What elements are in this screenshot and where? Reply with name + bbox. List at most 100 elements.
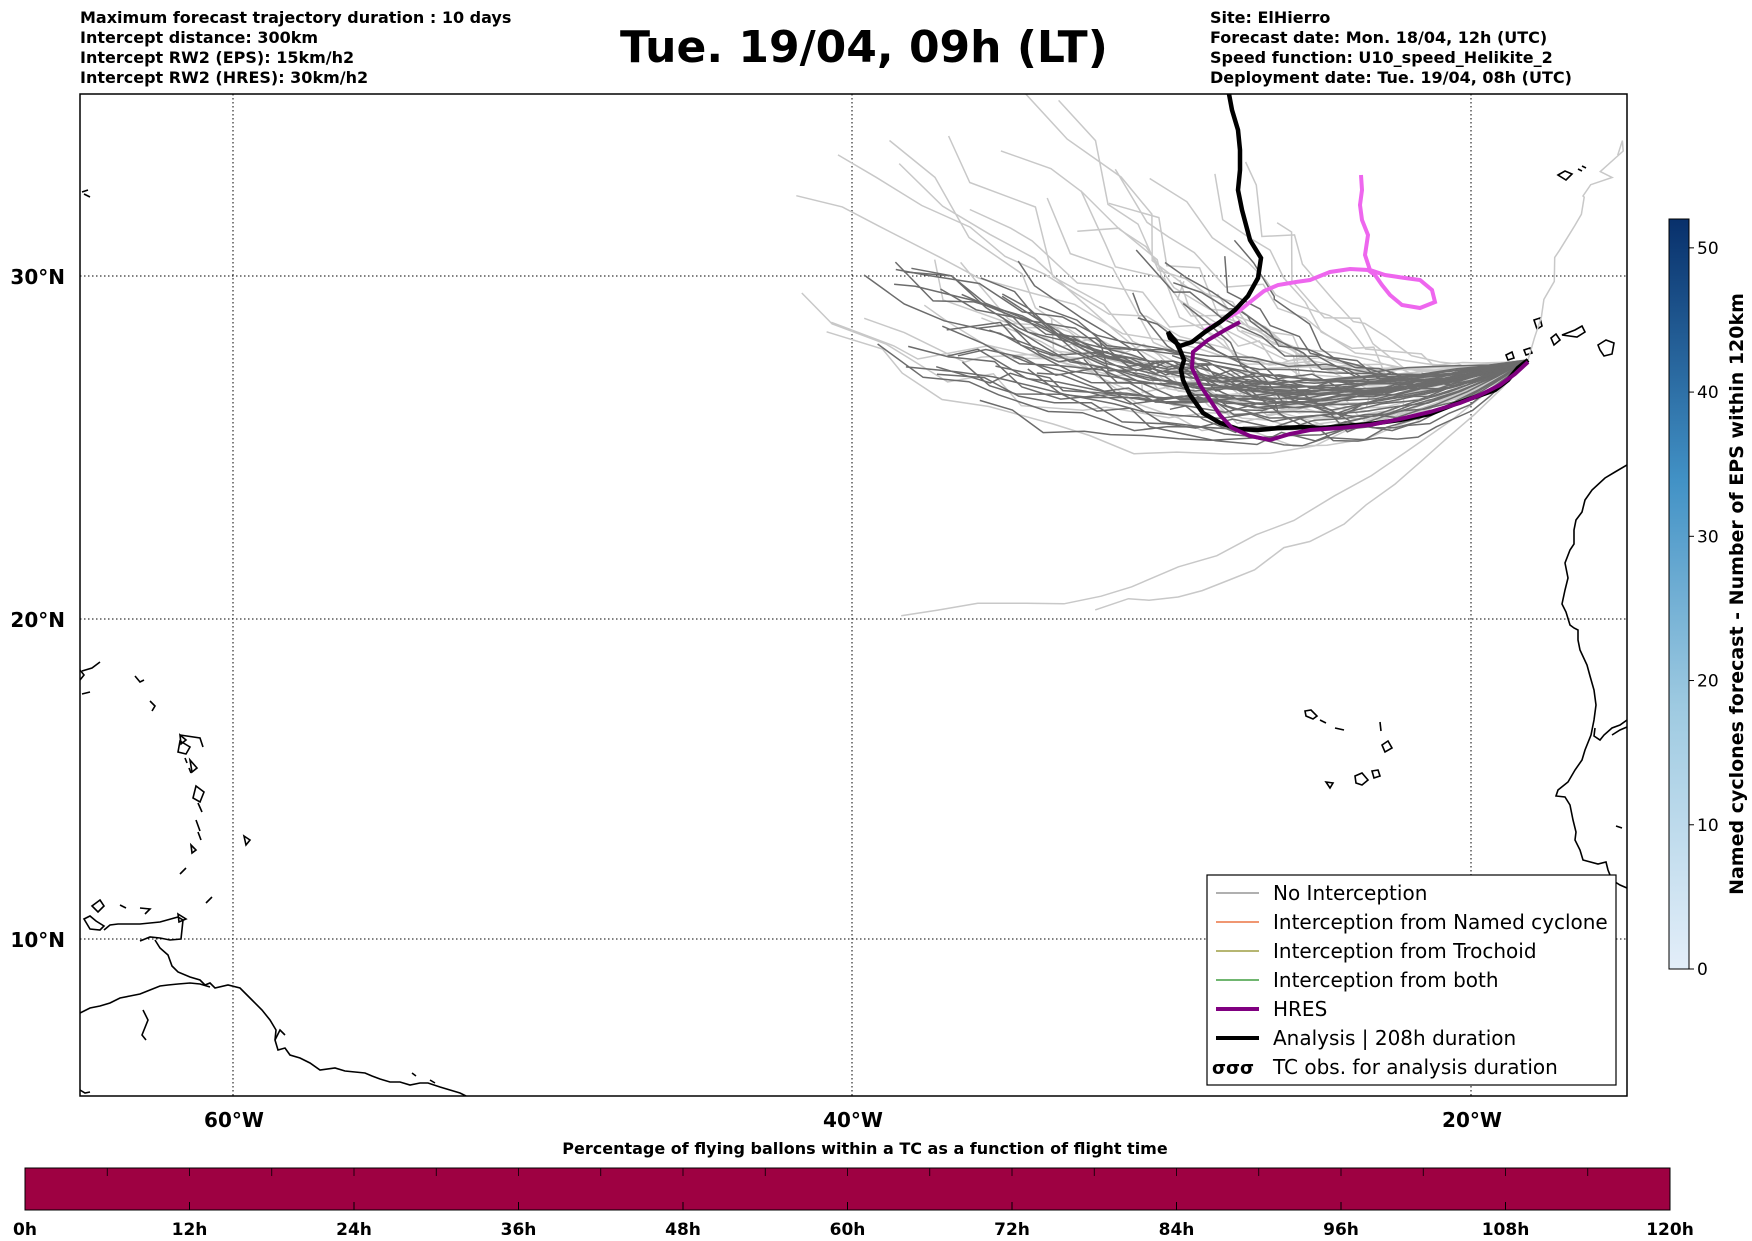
island bbox=[1581, 165, 1587, 169]
island bbox=[195, 819, 201, 832]
lat-label-30n: 30°N bbox=[10, 265, 65, 289]
legend-label: Interception from both bbox=[1273, 968, 1499, 992]
lon-label-20w: 20°W bbox=[1442, 1108, 1502, 1132]
island bbox=[189, 842, 198, 855]
eps-track bbox=[1002, 317, 1529, 392]
island bbox=[1379, 721, 1382, 732]
eps-track bbox=[1098, 339, 1529, 392]
colorbar-gradient bbox=[1668, 218, 1690, 970]
lat-label-20n: 20°N bbox=[10, 608, 65, 632]
africa-coast-fragment bbox=[1593, 719, 1627, 742]
lon-label-60w: 60°W bbox=[204, 1108, 264, 1132]
eps-track bbox=[1027, 359, 1529, 446]
cyclone-colorbar: 0 10 20 30 40 50 Named cyclones forecast - Nu… bbox=[1668, 218, 1748, 980]
island bbox=[178, 733, 188, 746]
africa-coast-fragment bbox=[1611, 726, 1627, 736]
bottom-tick-label: 120h bbox=[1646, 1220, 1694, 1240]
longitude-labels: 60°W 40°W 20°W bbox=[204, 1108, 1502, 1132]
island bbox=[1504, 350, 1516, 361]
colorbar-tick-label: 30 bbox=[1697, 527, 1719, 547]
bottom-tick-label: 108h bbox=[1482, 1220, 1530, 1240]
eps-track bbox=[1224, 359, 1529, 442]
latitude-labels: 30°N 20°N 10°N bbox=[10, 265, 65, 952]
coast-fragment bbox=[411, 1072, 436, 1084]
island bbox=[1304, 709, 1319, 720]
eps-tracks-dark bbox=[863, 239, 1529, 447]
island bbox=[1324, 780, 1335, 790]
island bbox=[139, 907, 152, 915]
island bbox=[188, 767, 192, 774]
lake-fragment bbox=[141, 1009, 149, 1041]
island bbox=[179, 734, 204, 748]
legend-label: No Interception bbox=[1273, 881, 1427, 905]
colorbar-tick-label: 20 bbox=[1697, 672, 1719, 692]
coast-fragment bbox=[274, 1028, 286, 1041]
eps-track bbox=[796, 194, 1529, 374]
island bbox=[205, 896, 213, 904]
eps-track bbox=[863, 274, 1529, 396]
legend-label: HRES bbox=[1273, 997, 1327, 1021]
island bbox=[82, 915, 106, 931]
trajectories bbox=[796, 94, 1624, 617]
island bbox=[1532, 316, 1543, 331]
island bbox=[119, 904, 127, 909]
island bbox=[188, 757, 199, 774]
island bbox=[197, 802, 203, 813]
colorbar-tick-label: 10 bbox=[1697, 816, 1719, 836]
eps-track bbox=[911, 267, 1529, 376]
intercept-distance-text: Intercept distance: 300km bbox=[80, 28, 319, 47]
island bbox=[1370, 769, 1382, 780]
island bbox=[1577, 168, 1583, 172]
bottom-tick-label: 24h bbox=[336, 1220, 372, 1240]
island bbox=[1522, 347, 1534, 356]
island bbox=[1597, 339, 1615, 357]
eps-track bbox=[895, 268, 1529, 374]
africa-coast bbox=[1554, 464, 1627, 889]
eps-track bbox=[1527, 140, 1624, 361]
island bbox=[1561, 324, 1587, 338]
coast-fragment bbox=[80, 669, 86, 681]
map-frame bbox=[79, 93, 1628, 1097]
legend: No Interception Interception from Named c… bbox=[1206, 874, 1617, 1086]
eps-track bbox=[947, 348, 1529, 400]
island bbox=[177, 739, 192, 755]
flight-time-colorbar: Percentage of flying ballons within a TC… bbox=[13, 1139, 1694, 1240]
site-text: Site: ElHierro bbox=[1210, 8, 1331, 27]
island bbox=[242, 834, 252, 847]
speed-function-text: Speed function: U10_speed_Helikite_2 bbox=[1210, 48, 1553, 67]
deployment-date-text: Deployment date: Tue. 19/04, 08h (UTC) bbox=[1210, 68, 1572, 87]
island bbox=[81, 661, 101, 695]
lon-label-40w: 40°W bbox=[823, 1108, 883, 1132]
island bbox=[1556, 170, 1574, 182]
island bbox=[1550, 332, 1562, 347]
eps-track bbox=[1149, 177, 1529, 367]
legend-label: Analysis | 208h duration bbox=[1273, 1026, 1516, 1050]
bottom-tick-label: 48h bbox=[665, 1220, 701, 1240]
forecast-date-text: Forecast date: Mon. 18/04, 12h (UTC) bbox=[1210, 28, 1548, 47]
coast-fragment bbox=[1615, 825, 1623, 829]
island bbox=[197, 831, 202, 841]
island bbox=[192, 784, 205, 804]
legend-label: Interception from Named cyclone bbox=[1273, 910, 1608, 934]
island bbox=[179, 867, 187, 875]
island bbox=[1319, 719, 1327, 724]
page-title: Tue. 19/04, 09h (LT) bbox=[620, 22, 1108, 73]
eps-track bbox=[936, 359, 1529, 429]
colorbar-label: Named cyclones forecast - Number of EPS … bbox=[1726, 293, 1748, 895]
bottom-colorbar-title: Percentage of flying ballons within a TC… bbox=[562, 1139, 1168, 1158]
bottom-tick-label: 60h bbox=[830, 1220, 866, 1240]
south-america-coast bbox=[154, 939, 467, 1096]
eps-track bbox=[908, 345, 1529, 414]
island bbox=[184, 757, 188, 764]
intercept-eps-text: Intercept RW2 (EPS): 15km/h2 bbox=[80, 48, 355, 67]
header-left-info: Maximum forecast trajectory duration : 1… bbox=[80, 8, 511, 88]
lat-label-10n: 10°N bbox=[10, 928, 65, 952]
island bbox=[1381, 739, 1394, 754]
eps-track bbox=[903, 271, 1529, 411]
island bbox=[134, 675, 157, 712]
max-duration-text: Maximum forecast trajectory duration : 1… bbox=[80, 8, 512, 27]
coastlines bbox=[80, 165, 1627, 1096]
bottom-tick-label: 84h bbox=[1159, 1220, 1195, 1240]
header-right-info: Site: ElHierro Forecast date: Mon. 18/04… bbox=[1210, 8, 1572, 88]
